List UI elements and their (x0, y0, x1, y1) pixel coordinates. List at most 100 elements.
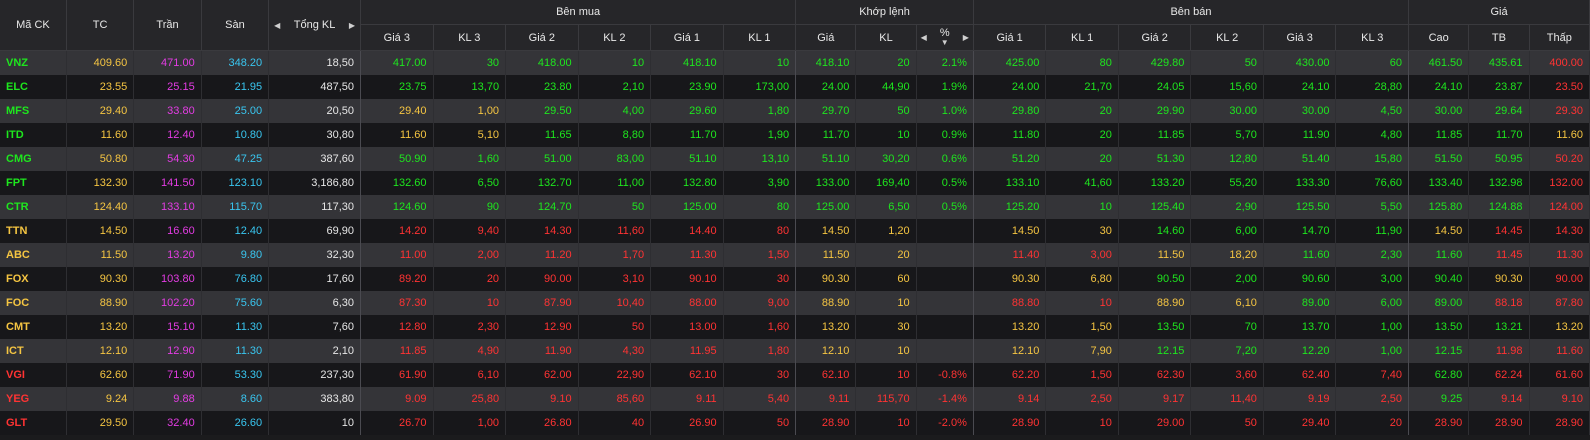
col-header-bid3-price[interactable]: Giá 3 (360, 24, 434, 51)
arrow-left-icon[interactable]: ◀ (920, 33, 927, 42)
match-price-cell: 12.10 (795, 339, 857, 363)
col-header-ref[interactable]: TC (66, 0, 135, 51)
avg-price-cell: 9.14 (1468, 387, 1530, 411)
bid1-vol-cell: 1,80 (723, 339, 797, 363)
ask1-vol-cell: 1,50 (1045, 363, 1119, 387)
table-row[interactable]: TTN 14.50 16.60 12.40 69,90 14.20 9,40 14.30 11,… (0, 219, 1590, 243)
sym-cell[interactable]: MFS (0, 99, 67, 123)
table-row[interactable]: VGI 62.60 71.90 53.30 237,30 61.90 6,10 62.00 22… (0, 363, 1590, 387)
col-header-symbol[interactable]: Mã CK (0, 0, 67, 51)
sym-cell[interactable]: FPT (0, 171, 67, 195)
match-pct-cell (916, 219, 974, 243)
ref-price-cell: 12.10 (66, 339, 135, 363)
table-row[interactable]: ABC 11.50 13.20 9.80 32,30 11.00 2,00 11.20 1,70… (0, 243, 1590, 267)
col-header-floor[interactable]: Sàn (201, 0, 270, 51)
col-header-low[interactable]: Thấp (1529, 24, 1590, 51)
match-pct-cell (916, 315, 974, 339)
col-header-bid2-price[interactable]: Giá 2 (505, 24, 579, 51)
sym-cell[interactable]: ICT (0, 339, 67, 363)
table-row[interactable]: FPT 132.30 141.50 123.10 3,186,80 132.60 6,50 1… (0, 171, 1590, 195)
ask1-price-cell: 13.20 (973, 315, 1047, 339)
match-vol-cell: 10 (855, 411, 917, 435)
ask1-vol-cell: 6,80 (1045, 267, 1119, 291)
table-row[interactable]: GLT 29.50 32.40 26.60 10 26.70 1,00 26.80 40 26.9… (0, 411, 1590, 435)
col-header-ceiling[interactable]: Trần (133, 0, 202, 51)
bid2-price-cell: 26.80 (505, 411, 579, 435)
ask2-vol-cell: 2,00 (1190, 267, 1264, 291)
table-row[interactable]: ELC 23.55 25.15 21.95 487,50 23.75 13,70 23.80 2… (0, 75, 1590, 99)
sym-cell[interactable]: FOX (0, 267, 67, 291)
match-price-cell: 11.70 (795, 123, 857, 147)
sym-cell[interactable]: TTN (0, 219, 67, 243)
col-header-bid1-price[interactable]: Giá 1 (650, 24, 724, 51)
table-row[interactable]: CTR 124.40 133.10 115.70 117,30 124.60 90 124.7… (0, 195, 1590, 219)
ceiling-price-cell: 141.50 (133, 171, 202, 195)
col-header-ask3-price[interactable]: Giá 3 (1263, 24, 1337, 51)
ask3-price-cell: 11.60 (1263, 243, 1337, 267)
col-header-bid3-vol[interactable]: KL 3 (433, 24, 507, 51)
total-volume-cell: 17,60 (268, 267, 362, 291)
bid3-price-cell: 29.40 (360, 99, 434, 123)
low-price-cell: 11.60 (1529, 123, 1590, 147)
sort-down-icon[interactable]: ▼ (940, 37, 949, 47)
sym-cell[interactable]: ELC (0, 75, 67, 99)
col-header-match-pct[interactable]: ◀ % ▼ ▶ (916, 24, 974, 51)
col-header-ask2-vol[interactable]: KL 2 (1190, 24, 1264, 51)
sym-cell[interactable]: ITD (0, 123, 67, 147)
sym-cell[interactable]: CMG (0, 147, 67, 171)
avg-price-cell: 14.45 (1468, 219, 1530, 243)
table-row[interactable]: YEG 9.24 9.88 8.60 383,80 9.09 25,80 9.10 85,60 9… (0, 387, 1590, 411)
col-header-match-price[interactable]: Giá (795, 24, 857, 51)
low-price-cell: 29.30 (1529, 99, 1590, 123)
col-header-ask1-vol[interactable]: KL 1 (1045, 24, 1119, 51)
col-header-ask2-price[interactable]: Giá 2 (1118, 24, 1192, 51)
bid3-price-cell: 11.85 (360, 339, 434, 363)
sym-cell[interactable]: CMT (0, 315, 67, 339)
table-row[interactable]: FOC 88.90 102.20 75.60 6,30 87.30 10 87.90 10,40… (0, 291, 1590, 315)
sym-cell[interactable]: GLT (0, 411, 67, 435)
col-header-match-vol[interactable]: KL (855, 24, 917, 51)
table-row[interactable]: FOX 90.30 103.80 76.80 17,60 89.20 20 90.00 3,10… (0, 267, 1590, 291)
col-header-avg[interactable]: TB (1468, 24, 1530, 51)
arrow-right-icon[interactable]: ▶ (962, 33, 969, 42)
table-row[interactable]: ITD 11.60 12.40 10.80 30,80 11.60 5,10 11.65 8,8… (0, 123, 1590, 147)
col-header-ask3-vol[interactable]: KL 3 (1335, 24, 1410, 51)
ceiling-price-cell: 54.30 (133, 147, 202, 171)
table-row[interactable]: CMG 50.80 54.30 47.25 387,60 50.90 1,60 51.00 83… (0, 147, 1590, 171)
bid1-vol-cell: 5,40 (723, 387, 797, 411)
sym-cell[interactable]: YEG (0, 387, 67, 411)
arrow-left-icon[interactable]: ◀ (274, 20, 281, 30)
ceiling-price-cell: 12.40 (133, 123, 202, 147)
table-row[interactable]: ICT 12.10 12.90 11.30 2,10 11.85 4,90 11.90 4,30… (0, 339, 1590, 363)
ref-price-cell: 9.24 (66, 387, 135, 411)
ask2-vol-cell: 18,20 (1190, 243, 1264, 267)
floor-price-cell: 9.80 (201, 243, 270, 267)
sym-cell[interactable]: VGI (0, 363, 67, 387)
floor-price-cell: 26.60 (201, 411, 270, 435)
sym-cell[interactable]: CTR (0, 195, 67, 219)
col-header-high[interactable]: Cao (1408, 24, 1470, 51)
table-row[interactable]: MFS 29.40 33.80 25.00 20,50 29.40 1,00 29.50 4,0… (0, 99, 1590, 123)
bid1-price-cell: 14.40 (650, 219, 724, 243)
arrow-right-icon[interactable]: ▶ (348, 20, 356, 30)
sym-cell[interactable]: ABC (0, 243, 67, 267)
ask3-vol-cell: 20 (1335, 411, 1410, 435)
match-vol-cell: 1,20 (855, 219, 917, 243)
table-row[interactable]: CMT 13.20 15.10 11.30 7,60 12.80 2,30 12.90 50 13… (0, 315, 1590, 339)
match-pct-cell: 0.9% (916, 123, 974, 147)
floor-price-cell: 21.95 (201, 75, 270, 99)
col-header-ask1-price[interactable]: Giá 1 (973, 24, 1047, 51)
col-header-bid1-vol[interactable]: KL 1 (723, 24, 797, 51)
bid2-price-cell: 418.00 (505, 50, 579, 75)
col-header-bid2-vol[interactable]: KL 2 (578, 24, 652, 51)
table-row[interactable]: VNZ 409.60 471.00 348.20 18,50 417.00 30 418.00… (0, 50, 1590, 75)
ask3-price-cell: 13.70 (1263, 315, 1337, 339)
col-header-total-volume[interactable]: ◀ Tổng KL ▶ (268, 0, 362, 51)
sym-cell[interactable]: FOC (0, 291, 67, 315)
low-price-cell: 124.00 (1529, 195, 1590, 219)
ask3-price-cell: 29.40 (1263, 411, 1337, 435)
total-volume-cell: 69,90 (268, 219, 362, 243)
avg-price-cell: 435.61 (1468, 50, 1530, 75)
ask3-vol-cell: 1,00 (1335, 339, 1410, 363)
sym-cell[interactable]: VNZ (0, 50, 67, 75)
